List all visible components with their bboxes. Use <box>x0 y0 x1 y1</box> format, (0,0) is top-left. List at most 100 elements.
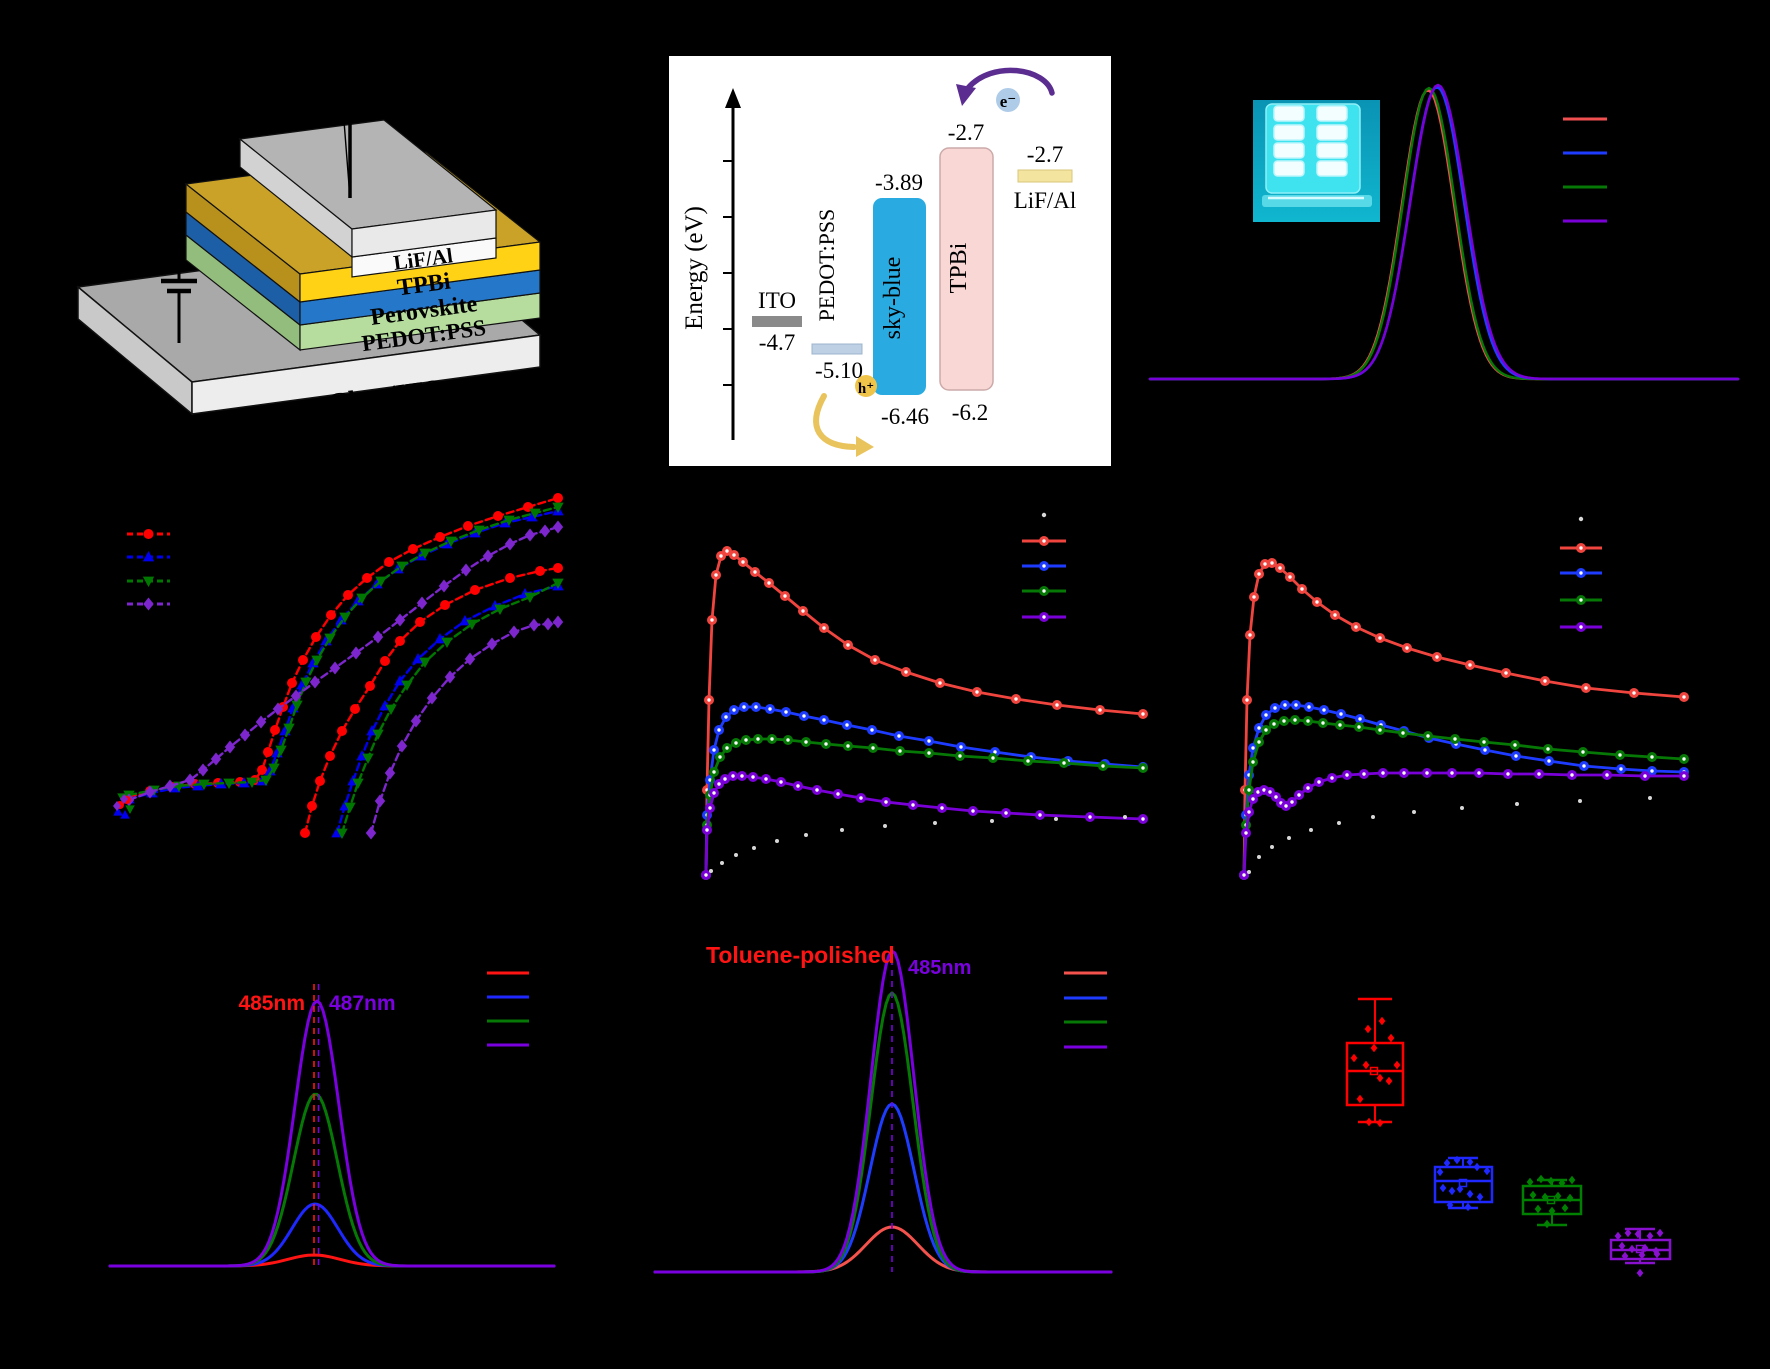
marker-dot <box>927 751 931 755</box>
series-line <box>653 949 1113 1274</box>
marker-triangle-down <box>524 592 536 603</box>
marker-circle <box>463 521 473 531</box>
marker-dot <box>1381 771 1385 775</box>
mean-marker <box>1458 1178 1468 1188</box>
marker-dot <box>740 774 744 778</box>
marker-triangle-down <box>300 677 312 688</box>
marker-dot <box>1101 764 1105 768</box>
pedot-name: PEDOT:PSS <box>814 209 839 322</box>
panel-d-chart <box>113 493 564 840</box>
marker-diamond <box>1547 1176 1555 1186</box>
marker-triangle-up <box>526 511 538 522</box>
marker-dot <box>1401 731 1405 735</box>
marker-triangle-up <box>412 653 424 664</box>
marker-dot <box>1570 773 1574 777</box>
marker-circle <box>350 704 360 714</box>
marker-dot <box>1453 737 1457 741</box>
marker-diamond <box>239 728 251 742</box>
marker-dot <box>1247 870 1251 874</box>
lif-level-bar <box>1017 169 1073 183</box>
marker-diamond <box>1464 1202 1472 1212</box>
marker-triangle-down <box>552 578 564 589</box>
marker-circle <box>384 557 394 567</box>
marker-dot <box>1354 625 1358 629</box>
marker-dot <box>1643 774 1647 778</box>
marker-diamond <box>350 646 362 660</box>
hole-arrowhead <box>856 436 874 457</box>
marker-diamond <box>416 596 428 610</box>
marker-diamond <box>1568 1175 1576 1185</box>
marker-dot <box>764 777 768 781</box>
marker-dot <box>1307 705 1311 709</box>
marker-diamond <box>524 528 536 542</box>
marker-diamond <box>1436 1167 1444 1177</box>
marker-diamond <box>438 579 450 593</box>
marker-dot <box>783 594 787 598</box>
marker-circle <box>408 544 418 554</box>
marker-dot <box>1244 831 1248 835</box>
marker-diamond <box>144 785 156 799</box>
marker-diamond <box>272 702 284 716</box>
series-eff-purple <box>701 771 1148 880</box>
marker-diamond <box>384 766 396 780</box>
marker-dot <box>1405 646 1409 650</box>
box-purple <box>1609 1227 1672 1278</box>
series-line <box>127 505 560 797</box>
marker-diamond <box>1548 1206 1556 1216</box>
marker-dot <box>804 740 808 744</box>
marker-diamond <box>1641 1243 1649 1253</box>
marker-dot <box>1257 572 1261 576</box>
marker-dot <box>1247 788 1251 792</box>
marker-dot <box>971 809 975 813</box>
marker-dot <box>1515 802 1519 806</box>
marker-dot <box>938 681 942 685</box>
marker-dot <box>958 754 962 758</box>
marker-diamond <box>394 613 406 627</box>
box-red <box>1345 997 1405 1128</box>
marker-dot <box>779 780 783 784</box>
marker-dot <box>734 741 738 745</box>
marker-dot <box>1537 772 1541 776</box>
marker-diamond <box>1476 1192 1484 1202</box>
marker-diamond <box>1653 1249 1661 1259</box>
marker-dot <box>870 728 874 732</box>
tpbi-box <box>939 147 994 391</box>
marker-dot <box>1338 723 1342 727</box>
series-lv-purple <box>365 615 564 840</box>
marker-dot <box>1141 817 1145 821</box>
marker-dot <box>1605 773 1609 777</box>
marker-circle <box>270 725 280 735</box>
marker-circle <box>307 801 317 811</box>
marker-diamond <box>210 752 222 766</box>
photo-pixel <box>1273 142 1305 159</box>
series-eff-green <box>701 734 1148 880</box>
marker-circle <box>287 678 297 688</box>
lif-level: -2.7 <box>1027 142 1063 167</box>
marker-dot <box>1581 750 1585 754</box>
marker-dot <box>731 774 735 778</box>
marker-dot <box>1306 786 1310 790</box>
photo-pixel <box>1316 142 1348 159</box>
marker-circle <box>315 776 325 786</box>
marker-dot <box>1256 790 1260 794</box>
marker-diamond <box>1456 1184 1464 1194</box>
marker-dot <box>1482 740 1486 744</box>
marker-dot <box>1257 740 1261 744</box>
electron-arrow <box>965 67 1055 96</box>
marker-dot <box>804 833 808 837</box>
marker-circle <box>343 590 353 600</box>
marker-dot <box>704 873 708 877</box>
marker-diamond <box>329 661 341 675</box>
marker-circle <box>553 563 563 573</box>
marker-diamond <box>482 549 494 563</box>
marker-dot <box>1371 815 1375 819</box>
marker-triangle-down <box>283 723 295 734</box>
energy-axis-label: Energy (eV) <box>681 206 708 330</box>
marker-dot <box>1247 810 1251 814</box>
marker-dot <box>1274 795 1278 799</box>
marker-triangle-down <box>339 612 351 623</box>
hole-symbol: h⁺ <box>858 381 874 397</box>
marker-circle <box>415 617 425 627</box>
marker-dot <box>846 744 850 748</box>
marker-dot <box>927 739 931 743</box>
